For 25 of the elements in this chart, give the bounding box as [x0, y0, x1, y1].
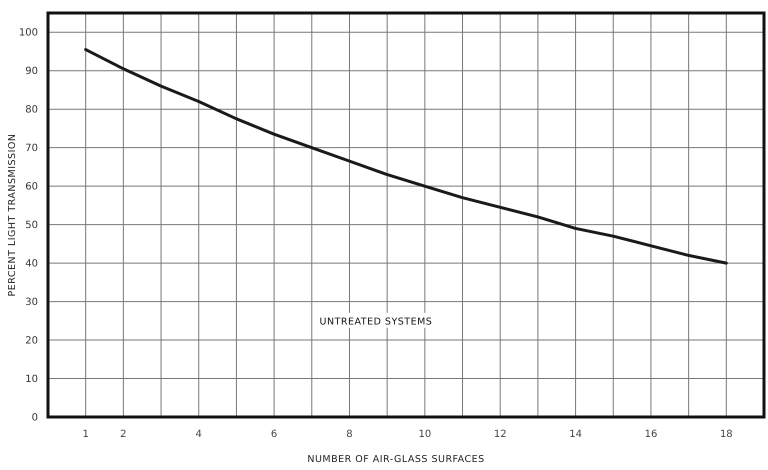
x-tick-label: 10	[418, 429, 432, 440]
y-tick-label: 20	[25, 336, 38, 347]
y-tick-label: 50	[25, 220, 38, 232]
y-tick-label: 30	[25, 297, 38, 308]
x-tick-label: 1	[82, 429, 89, 440]
annotation: UNTREATED SYSTEMS	[320, 316, 432, 328]
y-tick-label: 80	[25, 104, 38, 116]
y-tick-label: 70	[25, 143, 38, 154]
line-series	[84, 48, 728, 265]
y-tick-label: 0	[32, 412, 38, 424]
x-tick-label: 14	[569, 429, 582, 440]
x-tick-label: 2	[120, 429, 127, 440]
y-tick-label: 100	[18, 28, 38, 39]
x-tick-label: 6	[270, 429, 278, 440]
y-tick-label: 10	[25, 374, 38, 386]
x-tick-label: 12	[494, 429, 507, 440]
x-axis-title: NUMBER OF AIR-GLASS SURFACES	[307, 454, 485, 465]
y-tick-label: 40	[25, 258, 38, 270]
y-tick-label: 60	[25, 182, 38, 193]
y-tick-label: 90	[25, 66, 38, 78]
x-tick-label: 8	[346, 429, 353, 440]
x-tick-label: 4	[196, 429, 202, 440]
x-tick-label: 16	[644, 429, 658, 440]
y-axis-title: PERCENT LIGHT TRANSMISSION	[7, 134, 18, 296]
x-tick-label: 18	[720, 429, 733, 440]
